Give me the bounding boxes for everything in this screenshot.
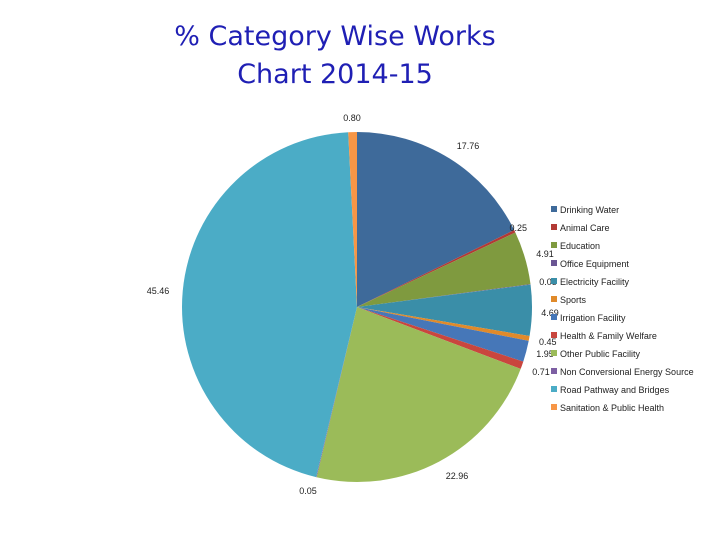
legend-item-other-public-facility: Other Public Facility [551, 349, 641, 359]
pie-slice-health-and-family-welfare [357, 307, 524, 369]
legend-label: Irrigation Facility [560, 313, 626, 323]
legend-label: Other Public Facility [560, 349, 641, 359]
legend-swatch [551, 206, 557, 212]
legend-label: Sanitation & Public Health [560, 403, 664, 413]
legend-swatch [551, 314, 557, 320]
legend-label: Animal Care [560, 223, 610, 233]
pie-slice-sports [357, 307, 530, 341]
legend-label: Road Pathway and Bridges [560, 385, 670, 395]
data-label-education: 4.91 [536, 249, 554, 259]
legend-label: Drinking Water [560, 205, 619, 215]
data-label-sanitation-and-public-health: 0.80 [343, 113, 361, 123]
legend-item-road-pathway-and-bridges: Road Pathway and Bridges [551, 385, 670, 395]
pie-data-labels: 17.76 0.25 4.91 0.05 4.69 0.45 1.95 0.71 22.96 0.… [147, 113, 559, 496]
pie-slices [182, 132, 532, 483]
data-label-sports: 0.45 [539, 337, 557, 347]
legend-item-animal-care: Animal Care [551, 223, 610, 233]
pie-slice-road-pathway-and-bridges [182, 132, 357, 478]
legend-swatch [551, 332, 557, 338]
legend-item-drinking-water: Drinking Water [551, 205, 619, 215]
legend-label: Education [560, 241, 600, 251]
legend-item-irrigation-facility: Irrigation Facility [551, 313, 626, 323]
legend-swatch [551, 260, 557, 266]
legend-swatch [551, 296, 557, 302]
pie-slice-office-equipment [357, 284, 531, 307]
chart-title-line-1: % Category Wise Works [174, 21, 496, 52]
legend-swatch [551, 224, 557, 230]
data-label-animal-care: 0.25 [509, 223, 527, 233]
data-label-irrigation-facility: 1.95 [536, 349, 554, 359]
legend-label: Health & Family Welfare [560, 331, 657, 341]
legend-item-non-conversional-energy-source: Non Conversional Energy Source [551, 367, 694, 377]
legend-item-education: Education [551, 241, 600, 251]
chart-title: % Category Wise Works Chart 2014-15 [150, 18, 520, 94]
legend-item-health-and-family-welfare: Health & Family Welfare [551, 331, 657, 341]
legend-swatch [551, 242, 557, 248]
data-label-health-and-family-welfare: 0.71 [532, 367, 550, 377]
pie-slice-sanitation-and-public-health [348, 132, 357, 307]
legend-label: Electricity Facility [560, 277, 630, 287]
data-label-non-conversional-energy-source: 0.05 [299, 486, 317, 496]
legend-item-electricity-facility: Electricity Facility [551, 277, 630, 287]
chart-title-line-2: Chart 2014-15 [237, 59, 433, 90]
legend-item-office-equipment: Office Equipment [551, 259, 629, 269]
legend-item-sports: Sports [551, 295, 587, 305]
pie-slice-non-conversional-energy-source [316, 307, 357, 478]
pie-slice-irrigation-facility [357, 307, 529, 362]
data-label-other-public-facility: 22.96 [446, 471, 469, 481]
legend-swatch [551, 386, 557, 392]
pie-slice-animal-care [357, 230, 516, 307]
chart-legend: Drinking Water Animal Care Education Office… [551, 205, 694, 413]
pie-slice-drinking-water [357, 132, 515, 307]
data-label-road-pathway-and-bridges: 45.46 [147, 286, 170, 296]
pie-slice-education [357, 232, 531, 307]
legend-swatch [551, 350, 557, 356]
legend-label: Non Conversional Energy Source [560, 367, 694, 377]
legend-label: Office Equipment [560, 259, 629, 269]
pie-slice-other-public-facility [316, 307, 521, 483]
legend-swatch [551, 368, 557, 374]
pie-slice-electricity-facility [357, 284, 532, 336]
legend-swatch [551, 404, 557, 410]
legend-swatch [551, 278, 557, 284]
legend-item-sanitation-and-public-health: Sanitation & Public Health [551, 403, 664, 413]
data-label-drinking-water: 17.76 [457, 141, 480, 151]
data-label-electricity-facility: 4.69 [541, 308, 559, 318]
legend-label: Sports [560, 295, 587, 305]
data-label-office-equipment: 0.05 [539, 277, 557, 287]
